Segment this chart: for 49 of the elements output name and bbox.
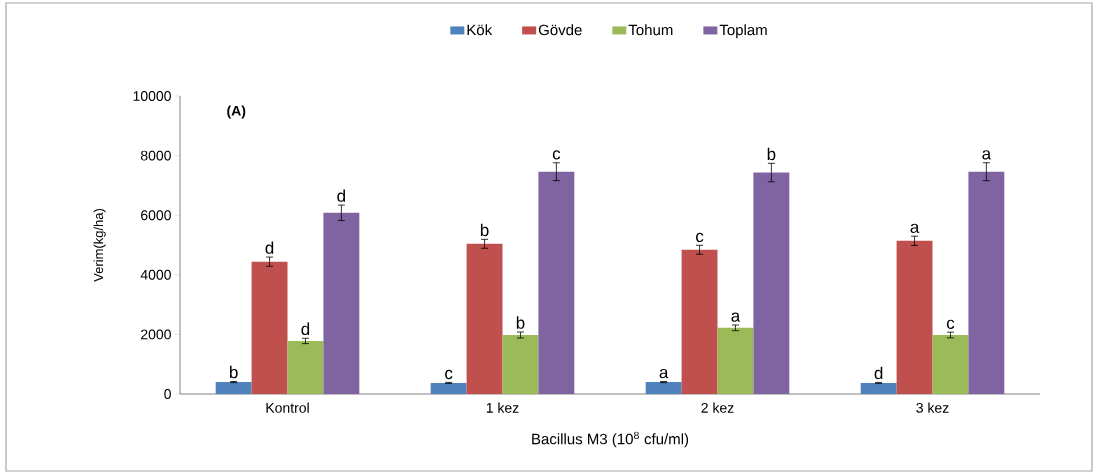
y-tick-label: 2000 xyxy=(141,329,171,340)
bar xyxy=(466,243,503,394)
legend-label: Gövde xyxy=(538,24,582,36)
bar xyxy=(645,382,682,394)
data-label: a xyxy=(731,312,741,322)
y-tick-label: 4000 xyxy=(140,269,171,280)
data-label: a xyxy=(982,150,992,160)
bar xyxy=(430,382,467,394)
data-label: b xyxy=(230,365,238,379)
y-tick-label: 10000 xyxy=(133,91,171,101)
bar xyxy=(753,172,790,394)
bar xyxy=(323,212,360,394)
bar xyxy=(968,171,1005,394)
legend-label: Kök xyxy=(467,24,493,36)
data-label: c xyxy=(445,369,453,380)
data-label: a xyxy=(659,368,669,379)
bar xyxy=(896,240,933,394)
data-label: d xyxy=(265,241,274,254)
bar xyxy=(538,171,575,394)
data-label: a xyxy=(910,223,920,234)
y-tick-label: 0 xyxy=(164,389,171,399)
bar xyxy=(860,382,897,394)
annotation: (A) xyxy=(227,105,246,119)
x-tick-label: Kontrol xyxy=(266,402,309,413)
bar xyxy=(681,249,718,394)
x-tick-label: 2 kez xyxy=(701,402,734,413)
x-tick-label: 1 kez xyxy=(486,402,519,413)
legend-label: Toplam xyxy=(719,24,767,39)
bar xyxy=(251,261,288,394)
x-tick-label: 3 kez xyxy=(916,402,949,413)
bar xyxy=(502,335,539,394)
bar xyxy=(932,335,969,394)
data-label: d xyxy=(301,322,310,336)
y-axis-title: Verim(kg/ha) xyxy=(93,208,106,282)
data-label: b xyxy=(767,147,776,161)
bar xyxy=(215,382,252,394)
data-label: d xyxy=(874,366,883,380)
data-label: b xyxy=(516,316,525,329)
data-label: c xyxy=(696,232,704,243)
bar xyxy=(717,327,754,394)
legend-label: Tohum xyxy=(628,24,673,36)
x-axis-title: Bacillus M3 (10$^{8}$ cfu/ml) xyxy=(532,431,689,448)
bar xyxy=(287,340,324,394)
data-label: b xyxy=(480,223,489,237)
y-tick-label: 6000 xyxy=(141,210,171,221)
data-label: c xyxy=(552,150,561,160)
y-tick-label: 8000 xyxy=(140,150,171,161)
data-label: d xyxy=(337,189,345,202)
data-label: c xyxy=(946,319,955,329)
